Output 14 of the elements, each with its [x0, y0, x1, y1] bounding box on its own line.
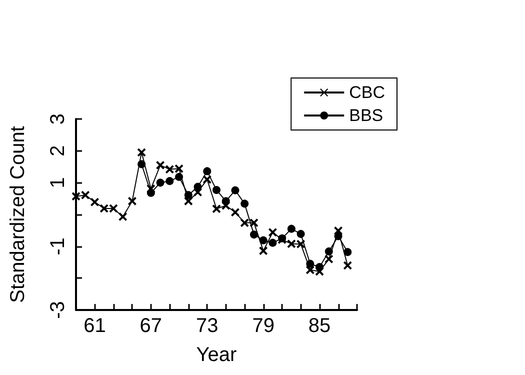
x-tick-label: 61 — [84, 315, 106, 337]
y-tick-label: 2 — [47, 145, 69, 156]
y-tick-label: 1 — [47, 177, 69, 188]
x-tick-label: 73 — [196, 315, 218, 337]
x-tick-label: 67 — [140, 315, 162, 337]
x-axis-title: Year — [196, 344, 238, 366]
x-tick-label: 85 — [308, 315, 331, 337]
legend-label: CBC — [349, 83, 386, 102]
x-tick-label: 79 — [252, 315, 274, 337]
y-tick-label: -3 — [47, 301, 69, 319]
y-tick-label: 3 — [47, 113, 69, 125]
legend-label: BBS — [349, 106, 384, 125]
y-axis-title: Standardized Count — [7, 126, 29, 303]
y-tick-label: -1 — [47, 237, 69, 256]
